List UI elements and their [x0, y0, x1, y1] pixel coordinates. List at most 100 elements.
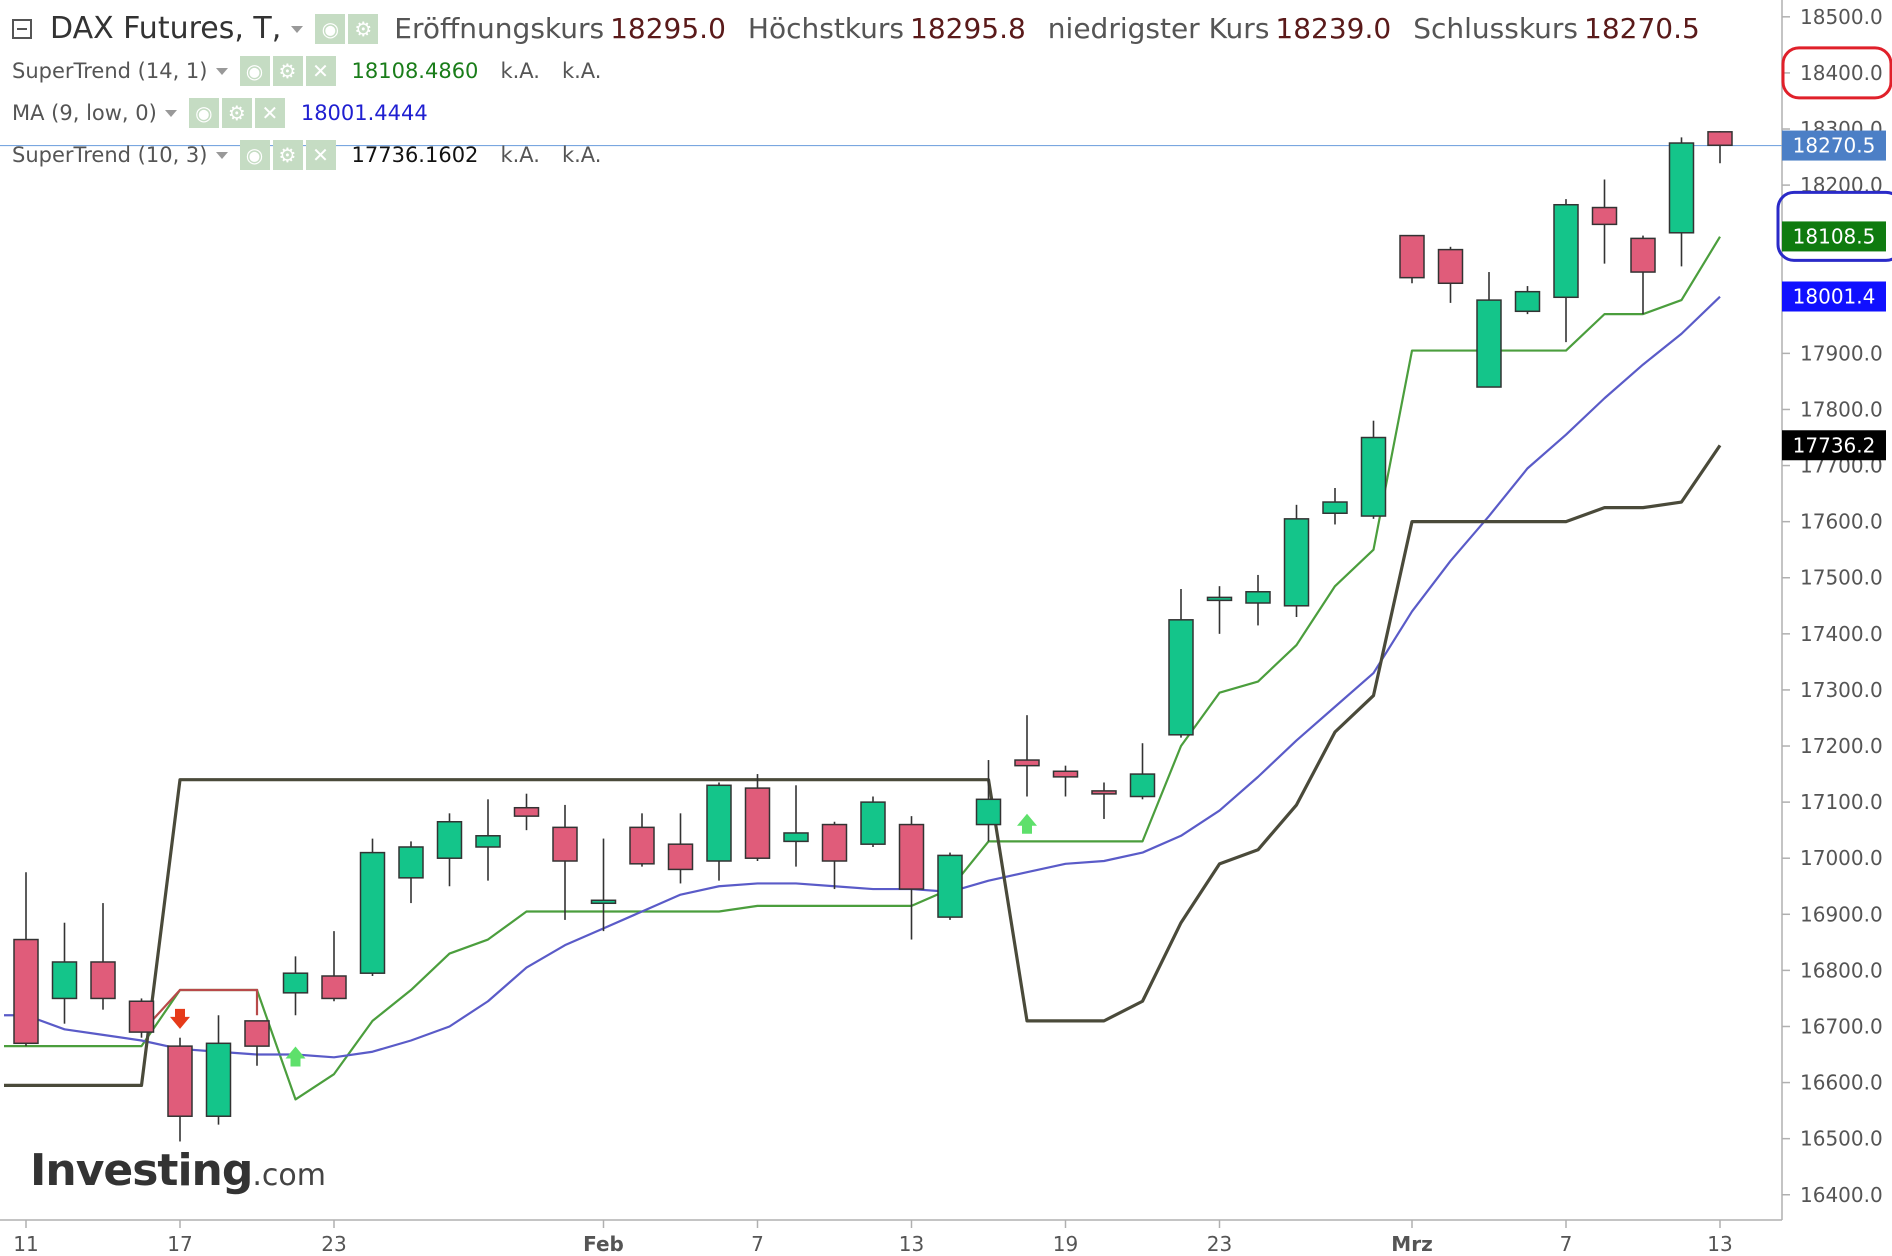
candle	[1591, 179, 1618, 264]
minus-box-icon[interactable]	[12, 19, 32, 39]
candle-body	[167, 1045, 193, 1117]
chevron-down-icon[interactable]	[291, 25, 304, 33]
price-label-text: 17736.2	[1793, 433, 1876, 457]
indicator-name[interactable]: SuperTrend (14, 1)	[12, 58, 208, 83]
candle-body	[1245, 591, 1271, 604]
x-tick-label: 7	[751, 1232, 764, 1252]
candle-body	[975, 798, 1002, 826]
candle-body	[1399, 234, 1425, 279]
candle	[436, 813, 463, 887]
x-tick-label: Mrz	[1391, 1232, 1432, 1252]
candle	[1668, 137, 1695, 267]
indicator-na: k.A.	[500, 142, 540, 167]
candle	[744, 774, 771, 862]
legend: DAX Futures, T, ◉ ⚙ Eröffnungskurs 18295.…	[12, 8, 1700, 176]
candle-body	[90, 961, 116, 1000]
y-tick-label: 17300.0	[1800, 678, 1883, 702]
candle-body	[51, 961, 78, 1000]
y-tick-label: 16400.0	[1800, 1183, 1883, 1207]
y-tick-label: 16800.0	[1800, 958, 1883, 982]
chevron-down-icon[interactable]	[215, 67, 228, 75]
candle	[821, 821, 848, 890]
price-label: 18108.5	[1782, 221, 1886, 252]
candle-body	[1322, 501, 1348, 514]
candle	[90, 903, 116, 1010]
x-tick-label: 13	[899, 1232, 924, 1252]
close-icon[interactable]: ✕	[305, 140, 336, 170]
candle	[13, 872, 39, 1047]
candle	[1052, 765, 1079, 797]
indicator-controls: ◉ ⚙ ✕	[239, 140, 336, 170]
ohlc-close: Schlusskurs 18270.5	[1413, 12, 1700, 45]
candle-body	[821, 823, 848, 862]
candle	[321, 931, 347, 1002]
x-tick-label: Feb	[583, 1232, 624, 1252]
candle	[205, 1015, 232, 1125]
candle	[1360, 420, 1387, 519]
eye-icon[interactable]: ◉	[315, 14, 346, 44]
candle	[667, 813, 694, 884]
candle-body	[744, 787, 771, 859]
indicator-value: 18108.4860	[351, 58, 479, 83]
candle	[1129, 743, 1156, 800]
candle	[1630, 235, 1656, 315]
price-label-bg	[1782, 281, 1886, 312]
eye-icon[interactable]: ◉	[239, 140, 270, 170]
gear-icon[interactable]: ⚙	[272, 56, 303, 86]
price-label-text: 18108.5	[1793, 224, 1876, 248]
indicator-value: 17736.1602	[351, 142, 479, 167]
candle-body	[398, 846, 424, 879]
y-tick-label: 18400.0	[1800, 61, 1883, 85]
price-label-text: 18270.5	[1793, 134, 1876, 158]
candle-body	[860, 801, 886, 845]
y-tick-label: 16700.0	[1800, 1014, 1883, 1038]
price-label-text: 18001.4	[1793, 285, 1876, 309]
price-label: 18001.4	[1782, 281, 1886, 312]
candle-body	[282, 972, 309, 994]
gear-icon[interactable]: ⚙	[221, 98, 252, 128]
series-line-0	[4, 236, 1721, 1101]
supertrend-down-segment	[140, 988, 259, 1033]
series-line-2	[4, 444, 1722, 1087]
candle	[244, 1020, 270, 1066]
price-label: 18270.5	[1782, 130, 1886, 161]
gear-icon[interactable]: ⚙	[348, 14, 379, 44]
candle	[1322, 488, 1348, 525]
x-tick-label: 13	[1707, 1232, 1732, 1252]
candle-body	[359, 851, 386, 974]
candle	[1707, 131, 1733, 164]
eye-icon[interactable]: ◉	[239, 56, 270, 86]
ohlc-low: niedrigster Kurs 18239.0	[1047, 12, 1392, 45]
candle-body	[1129, 773, 1156, 798]
indicator-name[interactable]: SuperTrend (10, 3)	[12, 142, 208, 167]
candle	[898, 816, 925, 940]
candle-body	[436, 820, 463, 859]
gear-icon[interactable]: ⚙	[272, 140, 303, 170]
instrument-title[interactable]: DAX Futures, T,	[50, 11, 282, 46]
candle	[51, 922, 78, 1024]
candle	[513, 793, 540, 831]
candle-body	[1707, 131, 1733, 147]
y-tick-label: 17600.0	[1800, 510, 1883, 534]
chevron-down-icon[interactable]	[215, 151, 228, 159]
annotation-highlight	[1781, 46, 1892, 100]
candle	[629, 813, 655, 867]
candle-body	[1206, 596, 1233, 602]
candle-body	[1630, 237, 1656, 273]
candle-body	[205, 1042, 232, 1117]
indicator-row-supertrend-10: SuperTrend (10, 3) ◉ ⚙ ✕ 17736.1602 k.A.…	[12, 134, 1700, 176]
buy-signal-arrow-icon	[1017, 813, 1037, 834]
indicator-name[interactable]: MA (9, low, 0)	[12, 100, 157, 125]
candle-body	[1360, 436, 1387, 517]
candle	[282, 956, 309, 1016]
x-tick-label: 11	[13, 1232, 38, 1252]
candle	[937, 852, 963, 920]
close-icon[interactable]: ✕	[254, 98, 285, 128]
eye-icon[interactable]: ◉	[188, 98, 219, 128]
legend-main-row: DAX Futures, T, ◉ ⚙ Eröffnungskurs 18295.…	[12, 8, 1700, 50]
chevron-down-icon[interactable]	[164, 109, 177, 117]
candle	[590, 838, 617, 932]
close-icon[interactable]: ✕	[305, 56, 336, 86]
